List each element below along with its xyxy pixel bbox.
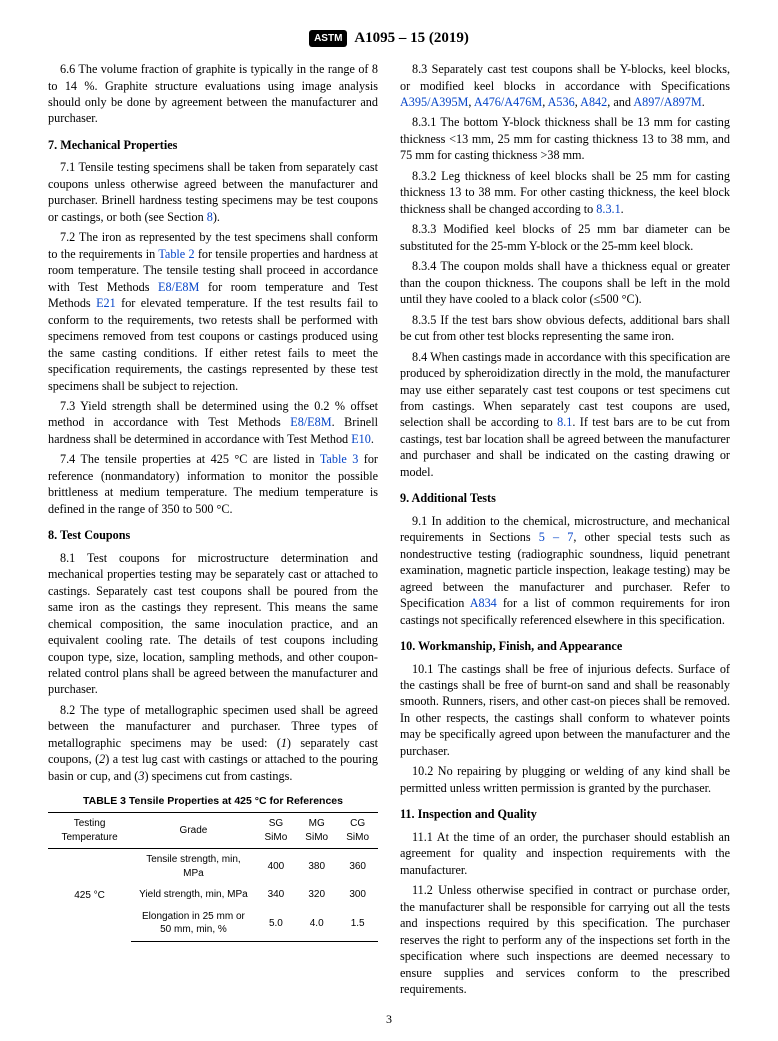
cell: 400 (256, 849, 296, 885)
ref-a842[interactable]: A842 (580, 95, 607, 109)
section-9-head: 9. Additional Tests (400, 490, 730, 506)
para-8-3-3: 8.3.3 Modified keel blocks of 25 mm bar … (400, 221, 730, 254)
para-10-2: 10.2 No repairing by plugging or welding… (400, 763, 730, 796)
th-grade: Grade (131, 813, 256, 849)
text: , and (607, 95, 633, 109)
ref-e10[interactable]: E10 (351, 432, 371, 446)
para-9-1: 9.1 In addition to the chemical, microst… (400, 513, 730, 628)
cell: 360 (337, 849, 378, 885)
para-7-1: 7.1 Tensile testing specimens shall be t… (48, 159, 378, 225)
para-8-1: 8.1 Test coupons for microstructure dete… (48, 550, 378, 698)
para-6-6: 6.6 The volume fraction of graphite is t… (48, 61, 378, 127)
para-11-2: 11.2 Unless otherwise specified in contr… (400, 882, 730, 997)
cell: 320 (296, 884, 337, 906)
ref-e21[interactable]: E21 (96, 296, 116, 310)
para-8-2: 8.2 The type of metallographic specimen … (48, 702, 378, 784)
text: 8.3.2 Leg thickness of keel blocks shall… (400, 169, 730, 216)
text: . (371, 432, 374, 446)
table-3-title: TABLE 3 Tensile Properties at 425 °C for… (48, 794, 378, 808)
cell: 1.5 (337, 906, 378, 942)
para-8-4: 8.4 When castings made in accordance wit… (400, 349, 730, 481)
para-8-3-4: 8.3.4 The coupon molds shall have a thic… (400, 258, 730, 307)
para-7-2: 7.2 The iron as represented by the test … (48, 229, 378, 394)
ref-8-1[interactable]: 8.1 (557, 415, 572, 429)
ref-5-7[interactable]: 5 – 7 (539, 530, 574, 544)
th-mg: MG SiMo (296, 813, 337, 849)
cell-temp: 425 °C (48, 849, 131, 942)
cell: 300 (337, 884, 378, 906)
para-8-3: 8.3 Separately cast test coupons shall b… (400, 61, 730, 110)
page: ASTM A1095 – 15 (2019) 6.6 The volume fr… (0, 0, 778, 1041)
cell-r1: Tensile strength, min, MPa (131, 849, 256, 885)
page-header: ASTM A1095 – 15 (2019) (48, 30, 730, 47)
table-3: TABLE 3 Tensile Properties at 425 °C for… (48, 794, 378, 942)
para-10-1: 10.1 The castings shall be free of injur… (400, 661, 730, 760)
astm-logo: ASTM (309, 30, 347, 47)
para-8-3-2: 8.3.2 Leg thickness of keel blocks shall… (400, 168, 730, 217)
section-11-head: 11. Inspection and Quality (400, 806, 730, 822)
text: 8.2 The type of metallographic specimen … (48, 703, 378, 783)
cell-r3: Elongation in 25 mm or 50 mm, min, % (131, 906, 256, 942)
para-7-3: 7.3 Yield strength shall be determined u… (48, 398, 378, 447)
text: ). (213, 210, 220, 224)
para-8-3-5: 8.3.5 If the test bars show obvious defe… (400, 312, 730, 345)
cell: 4.0 (296, 906, 337, 942)
text: 7.4 The tensile properties at 425 °C are… (60, 452, 320, 466)
th-cg: CG SiMo (337, 813, 378, 849)
text: 8.3 Separately cast test coupons shall b… (400, 62, 730, 92)
spec-number: A1095 – 15 (2019) (354, 30, 469, 46)
text: . (702, 95, 705, 109)
section-7-head: 7. Mechanical Properties (48, 137, 378, 153)
cell: 5.0 (256, 906, 296, 942)
th-temp: Testing Temperature (48, 813, 131, 849)
content-columns: 6.6 The volume fraction of graphite is t… (48, 61, 730, 1001)
para-7-4: 7.4 The tensile properties at 425 °C are… (48, 451, 378, 517)
para-8-3-1: 8.3.1 The bottom Y-block thickness shall… (400, 114, 730, 163)
ref-8-3-1[interactable]: 8.3.1 (596, 202, 620, 216)
page-number: 3 (0, 1012, 778, 1027)
ref-table-3[interactable]: Table 3 (320, 452, 358, 466)
th-sg: SG SiMo (256, 813, 296, 849)
ref-a476[interactable]: A476/A476M (474, 95, 542, 109)
cell-r2: Yield strength, min, MPa (131, 884, 256, 906)
ref-a395[interactable]: A395/A395M (400, 95, 468, 109)
ref-a834[interactable]: A834 (470, 596, 497, 610)
ref-a897[interactable]: A897/A897M (633, 95, 701, 109)
text: for elevated temperature. If the test re… (48, 296, 378, 392)
ref-e8-e8m[interactable]: E8/E8M (158, 280, 199, 294)
cell: 380 (296, 849, 337, 885)
table-3-grid: Testing Temperature Grade SG SiMo MG SiM… (48, 812, 378, 942)
section-10-head: 10. Workmanship, Finish, and Appearance (400, 638, 730, 654)
cell: 340 (256, 884, 296, 906)
ref-e8-e8m-b[interactable]: E8/E8M (290, 415, 331, 429)
section-8-head: 8. Test Coupons (48, 527, 378, 543)
text: . (621, 202, 624, 216)
ref-table-2[interactable]: Table 2 (158, 247, 194, 261)
para-11-1: 11.1 At the time of an order, the purcha… (400, 829, 730, 878)
ref-a536[interactable]: A536 (548, 95, 575, 109)
